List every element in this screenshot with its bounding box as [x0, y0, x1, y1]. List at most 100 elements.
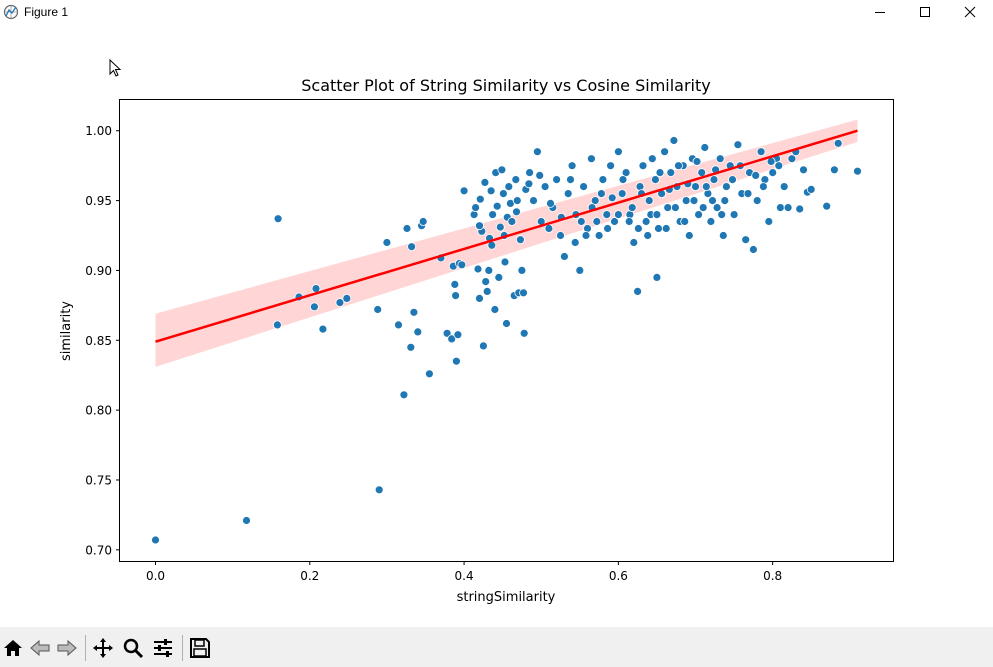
scatter-point — [598, 175, 608, 185]
scatter-point — [663, 203, 673, 213]
scatter-point — [407, 242, 417, 252]
scatter-point — [751, 170, 761, 180]
x-tick-label: 0.4 — [455, 569, 474, 583]
x-axis-label: stringSimilarity — [457, 590, 556, 605]
scatter-point — [151, 535, 160, 545]
scatter-point — [830, 165, 839, 175]
y-tick-label: 0.70 — [85, 543, 112, 557]
scatter-point — [533, 147, 542, 157]
scatter-point — [689, 196, 699, 206]
scatter-point — [394, 320, 403, 330]
scatter-point — [681, 196, 691, 206]
scatter-point — [647, 154, 657, 164]
scatter-point — [451, 291, 461, 301]
scatter-point — [482, 286, 492, 296]
scatter-point — [720, 196, 730, 206]
scatter-point — [497, 165, 507, 175]
scatter-point — [318, 324, 328, 334]
scatter-point — [342, 293, 352, 303]
minimize-button[interactable] — [857, 0, 903, 24]
scatter-point — [680, 217, 690, 226]
scatter-point — [701, 182, 711, 192]
scatter-point — [652, 210, 662, 220]
scatter-point — [718, 231, 728, 240]
scatter-point — [581, 231, 591, 240]
scatter-point — [774, 161, 784, 171]
y-tick-label: 0.85 — [85, 334, 112, 348]
scatter-point — [634, 224, 643, 233]
configure-subplots-button[interactable] — [150, 635, 176, 661]
scatter-point — [697, 168, 707, 178]
back-button[interactable] — [27, 635, 53, 661]
scatter-point — [722, 182, 731, 192]
scatter-point — [473, 264, 483, 274]
scatter-point — [641, 217, 651, 226]
maximize-button[interactable] — [902, 0, 948, 24]
scatter-point — [749, 245, 758, 254]
scatter-point — [488, 210, 498, 220]
scatter-point — [594, 231, 604, 240]
scatter-point — [752, 196, 762, 206]
scatter-point — [413, 327, 423, 337]
scatter-point — [486, 186, 496, 196]
scatter-point — [629, 238, 639, 247]
scatter-point — [373, 305, 383, 314]
scatter-point — [335, 298, 345, 308]
scatter-point — [712, 203, 722, 213]
scatter-point — [587, 154, 596, 164]
save-button[interactable] — [187, 635, 213, 661]
scatter-point — [822, 201, 832, 211]
y-tick-label: 0.90 — [85, 264, 112, 278]
scatter-point — [614, 147, 623, 157]
scatter-point — [382, 238, 392, 247]
figure-canvas[interactable]: 0.0 0.2 0.4 0.6 0.8 0.70 0.75 0.80 0.85 0.90 0.95… — [0, 24, 993, 627]
scatter-point — [567, 161, 577, 171]
scatter-point — [374, 485, 384, 495]
y-tick-label: 0.75 — [85, 473, 112, 487]
scatter-point — [743, 189, 753, 199]
scatter-point — [498, 189, 508, 199]
forward-button[interactable] — [54, 635, 80, 661]
scatter-point — [666, 168, 676, 178]
scatter-point — [638, 161, 648, 171]
scatter-point — [475, 194, 485, 204]
x-tick-label: 0.6 — [609, 569, 628, 583]
scatter-point — [783, 203, 793, 213]
scatter-point — [447, 334, 457, 344]
pan-button[interactable] — [90, 635, 116, 661]
scatter-point — [756, 147, 766, 157]
scatter-point — [511, 175, 521, 185]
scatter-point — [733, 140, 743, 150]
scatter-point — [478, 341, 488, 351]
scatter-point — [544, 224, 554, 233]
toolbar-separator — [182, 635, 183, 661]
close-button[interactable] — [947, 0, 993, 24]
scatter-point — [442, 328, 452, 338]
back-icon — [30, 639, 50, 657]
scatter-point — [406, 342, 416, 352]
scatter-point — [399, 390, 409, 400]
scatter-point — [607, 193, 617, 203]
regression-line — [155, 129, 858, 343]
scatter-point — [402, 224, 412, 233]
scatter-point — [563, 189, 573, 199]
scatter-point — [242, 516, 251, 525]
scatter-point — [450, 279, 460, 289]
scatter-point — [576, 217, 586, 226]
x-tick-label: 0.8 — [763, 569, 782, 583]
chart-title: Scatter Plot of String Similarity vs Cos… — [301, 76, 710, 95]
scatter-point — [624, 217, 634, 226]
scatter-point — [480, 177, 490, 187]
scatter-point — [579, 182, 588, 192]
scatter-point — [684, 231, 694, 240]
pan-icon — [93, 638, 113, 658]
scatter-point — [741, 235, 751, 245]
axes-frame — [119, 99, 894, 562]
scatter-point — [535, 170, 545, 180]
zoom-button[interactable] — [120, 635, 146, 661]
scatter-point — [709, 175, 719, 185]
scatter-point — [272, 320, 282, 330]
scatter-point — [669, 136, 679, 145]
scatter-point — [671, 203, 680, 213]
home-button[interactable] — [0, 635, 26, 661]
